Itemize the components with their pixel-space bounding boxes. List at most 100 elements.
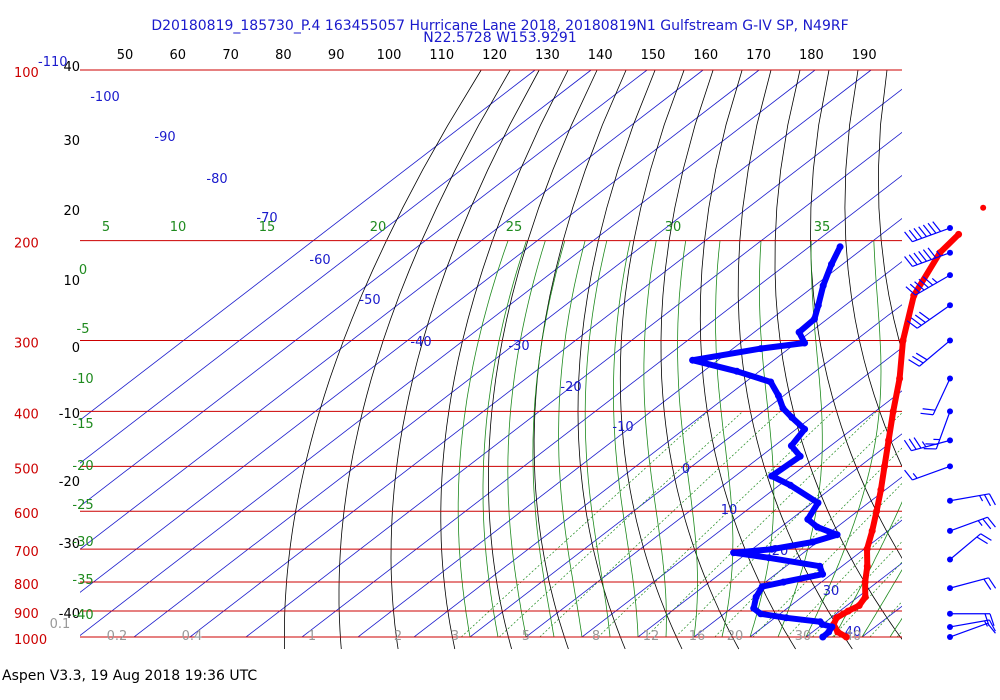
dewpoint-profile-point xyxy=(779,578,787,586)
temperature-profile-point xyxy=(868,527,876,535)
fahrenheit-label: 140 xyxy=(588,48,613,63)
isotherm-line xyxy=(80,69,592,464)
wind-barb xyxy=(908,337,953,367)
dewpoint-profile-point xyxy=(828,623,836,631)
mixing-ratio-label: 0.4 xyxy=(182,629,203,644)
dewpoint-profile-point xyxy=(813,523,821,531)
dewpoint-profile-point xyxy=(765,554,773,562)
dewpoint-profile-point xyxy=(796,452,804,460)
pressure-label: 500 xyxy=(14,462,39,477)
wind-barb-flag xyxy=(914,281,925,291)
temperature-profile-point xyxy=(863,562,871,570)
celsius-label: 30 xyxy=(63,134,80,149)
wind-barb-staff xyxy=(912,227,951,243)
dry-adiabat-line xyxy=(774,69,902,640)
celsius-label: 20 xyxy=(63,204,80,219)
isotherm-line xyxy=(80,69,704,550)
moist-adiabat-label: -5 xyxy=(77,322,90,337)
mixing-ratio-label: 20 xyxy=(727,629,744,644)
isotherm-line xyxy=(637,433,902,638)
dry-adiabat-line xyxy=(440,69,569,650)
dry-adiabat-label: 15 xyxy=(259,220,276,235)
dewpoint-profile-point xyxy=(816,562,824,570)
dry-adiabat-line xyxy=(737,69,853,650)
wind-barb-flag xyxy=(988,577,997,589)
temperature-profile-point xyxy=(861,578,869,586)
wind-barb-flag xyxy=(918,226,927,237)
moist-adiabat-line xyxy=(457,240,509,638)
dry-adiabat-line xyxy=(619,69,685,650)
moist-adiabat-line xyxy=(889,617,902,638)
fahrenheit-label: 120 xyxy=(482,48,507,63)
wind-barb-flag xyxy=(904,231,913,243)
dewpoint-profile-point xyxy=(809,538,817,546)
moist-adiabat-line xyxy=(749,240,775,638)
dewpoint-profile-point xyxy=(828,260,835,268)
fahrenheit-label: 60 xyxy=(170,48,187,63)
wind-barb-flag xyxy=(983,494,992,507)
wind-barb-flag xyxy=(904,256,913,267)
fahrenheit-label: 160 xyxy=(693,48,718,63)
wind-barb xyxy=(906,302,953,329)
isotherm-line xyxy=(80,69,648,507)
wind-barb-staff xyxy=(916,304,951,329)
wind-barb xyxy=(947,610,995,626)
isotherm-line xyxy=(301,174,902,638)
celsius-label: 40 xyxy=(63,60,80,75)
wind-barb-flag xyxy=(909,283,921,294)
moist-adiabat-line xyxy=(507,240,546,638)
wind-barb-staff xyxy=(932,378,951,415)
wind-barb-flag xyxy=(908,229,918,241)
wind-barb-flag xyxy=(904,469,913,481)
mixing-ratio-line xyxy=(714,447,902,638)
wind-barb xyxy=(904,247,953,267)
wind-barb-staff xyxy=(935,411,951,450)
moist-adiabat-grid xyxy=(457,240,902,638)
wind-barb-flag xyxy=(908,254,918,266)
dewpoint-profile-point xyxy=(814,301,822,309)
isotherm-line xyxy=(189,88,902,638)
moist-adiabat-label: -35 xyxy=(72,573,93,588)
wind-barb-flag xyxy=(918,250,927,262)
isotherm-label: -60 xyxy=(309,253,330,268)
wind-barb-flag xyxy=(906,320,918,329)
dry-adiabat-line xyxy=(699,69,796,650)
wind-barb xyxy=(947,533,992,563)
wind-barb-flag xyxy=(988,493,996,506)
temperature-profile-point xyxy=(889,407,897,415)
footer-text: Aspen V3.3, 19 Aug 2018 19:36 UTC xyxy=(2,668,258,684)
dewpoint-profile-point xyxy=(750,604,758,612)
mixing-ratio-label: 16 xyxy=(689,629,706,644)
temperature-profile-point xyxy=(855,602,863,609)
dewpoint-profile-point xyxy=(819,570,827,578)
dry-adiabat-label: 20 xyxy=(370,220,387,235)
dewpoint-profile-point xyxy=(810,315,818,323)
fahrenheit-label: 130 xyxy=(535,48,560,63)
mixing-ratio-label: 2 xyxy=(394,629,402,644)
dewpoint-profile-point xyxy=(768,545,776,553)
isotherm-line xyxy=(861,605,902,638)
mixing-ratio-label: 30 xyxy=(795,629,812,644)
dewpoint-profile-point xyxy=(774,392,782,399)
isotherm-label: -70 xyxy=(256,211,277,226)
wind-barb-half-flag xyxy=(912,472,918,479)
temperature-profile-point xyxy=(910,292,918,300)
wind-barb-flag xyxy=(908,359,920,367)
dewpoint-profile-point xyxy=(825,628,833,636)
isotherm-label: -80 xyxy=(206,172,227,187)
isotherm-label: -50 xyxy=(359,293,380,308)
wind-barbs xyxy=(903,221,997,640)
dry-adiabat-label: 30 xyxy=(665,220,682,235)
dewpoint-profile-point xyxy=(801,425,809,433)
mixing-ratio-label: 3 xyxy=(451,629,459,644)
fahrenheit-label: 90 xyxy=(328,48,345,63)
dewpoint-profile-point xyxy=(768,472,776,480)
isotherm-label: 10 xyxy=(721,503,738,518)
fahrenheit-label: 110 xyxy=(429,48,454,63)
temperature-profile-point xyxy=(861,593,869,601)
moist-adiabat-label: 0 xyxy=(79,263,87,278)
dry-adiabat-line xyxy=(487,69,598,650)
dewpoint-profile-point xyxy=(819,633,827,641)
sounding-profiles xyxy=(689,204,987,641)
wind-barb-flag xyxy=(905,286,916,296)
